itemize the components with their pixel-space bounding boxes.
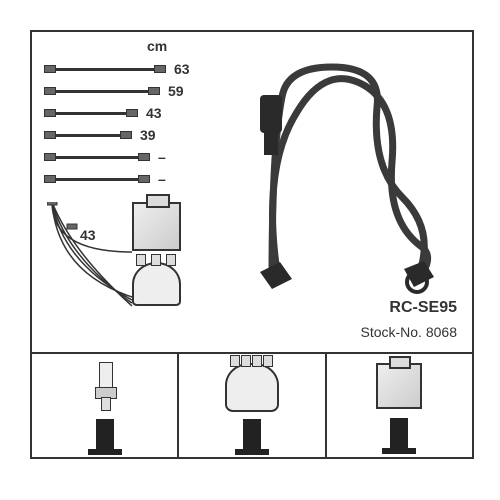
wire-length: 59 <box>168 83 184 99</box>
wire-row: 43 <box>44 102 162 124</box>
distributor-cap-icon <box>225 363 279 412</box>
wire-length: 39 <box>140 127 156 143</box>
terminal-connector-icon <box>390 418 408 448</box>
wire-length: 63 <box>174 61 190 77</box>
wire-line-icon <box>56 178 138 181</box>
spark-plug-icon <box>95 362 115 412</box>
stock-label: Stock-No. <box>360 324 421 340</box>
wire-terminal-right-icon <box>148 87 160 95</box>
wire-row: – <box>44 168 166 190</box>
wire-line-icon <box>56 112 126 115</box>
wire-terminal-right-icon <box>138 175 150 183</box>
wire-terminal-right-icon <box>120 131 132 139</box>
wire-row: – <box>44 146 166 168</box>
wire-line-icon <box>56 68 154 71</box>
wire-row: 63 <box>44 58 190 80</box>
ignition-coil-icon <box>132 202 181 251</box>
wire-terminal-left-icon <box>44 109 56 117</box>
terminal-connector-icon <box>96 419 114 449</box>
wire-terminal-left-icon <box>44 87 56 95</box>
wire-terminal-right-icon <box>138 153 150 161</box>
cable-product-icon <box>222 47 457 297</box>
ignition-coil-icon <box>376 363 422 409</box>
wire-row: 59 <box>44 80 184 102</box>
ignition-coil-cell <box>327 354 472 457</box>
wire-terminal-left-icon <box>44 175 56 183</box>
distributor-cap-cell <box>179 354 326 457</box>
wire-terminal-right-icon <box>126 109 138 117</box>
product-code: RC-SE95 <box>389 299 457 317</box>
wire-terminal-left-icon <box>44 131 56 139</box>
terminal-connector-icon <box>243 419 261 449</box>
wire-length: 43 <box>146 105 162 121</box>
short-wire-length: 43 <box>80 227 96 243</box>
distributor-cap-icon <box>132 262 181 306</box>
wire-length: – <box>158 171 166 187</box>
stock-number: Stock-No. 8068 <box>360 324 457 340</box>
wire-length: – <box>158 149 166 165</box>
catalog-frame: cm 63 59 43 39 <box>30 30 474 459</box>
wire-terminal-right-icon <box>154 65 166 73</box>
main-diagram-area: cm 63 59 43 39 <box>32 32 472 354</box>
stock-value: 8068 <box>426 324 457 340</box>
wire-terminal-left-icon <box>44 65 56 73</box>
spark-plug-cell <box>32 354 179 457</box>
wire-fanout-icon <box>47 202 137 322</box>
wire-line-icon <box>56 134 120 137</box>
wire-row: 39 <box>44 124 156 146</box>
component-icons-row <box>32 354 472 457</box>
wire-line-icon <box>56 90 148 93</box>
wire-terminal-left-icon <box>44 153 56 161</box>
wire-line-icon <box>56 156 138 159</box>
unit-label: cm <box>147 38 167 54</box>
